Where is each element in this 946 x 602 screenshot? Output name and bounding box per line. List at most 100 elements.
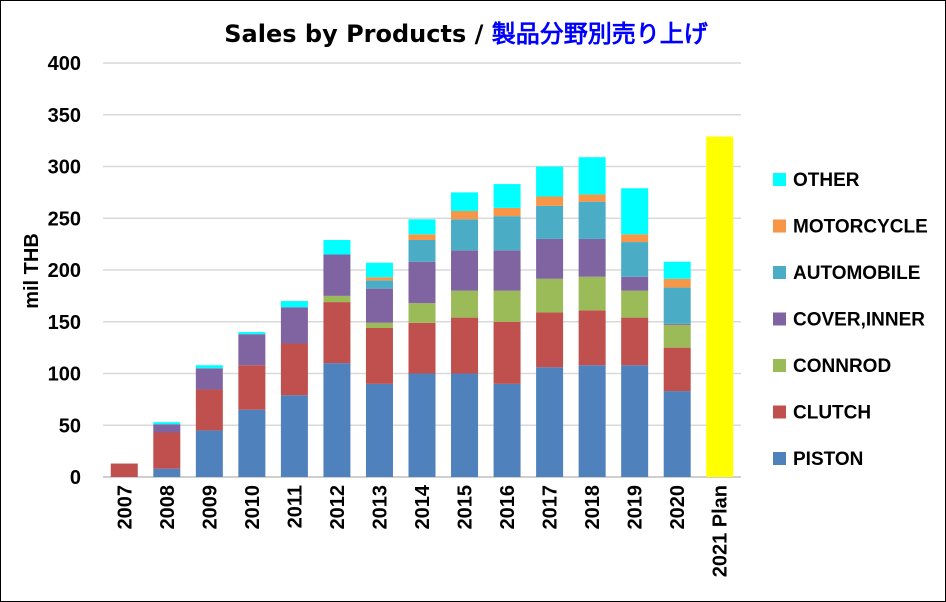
bar-segment-piston (238, 409, 266, 477)
bar-segment-automobile (578, 201, 606, 239)
y-tick-label: 150 (48, 312, 81, 334)
legend-label: OTHER (793, 170, 860, 191)
bar-segment-automobile (621, 242, 649, 277)
legend-label: MOTORCYCLE (793, 217, 928, 238)
bar-segment-automobile (493, 216, 521, 251)
bar-segment-2021-plan (706, 136, 734, 478)
y-tick-label: 400 (48, 53, 81, 75)
bar-segment-automobile (451, 219, 479, 251)
bar-segment-cover-inner (578, 238, 606, 277)
bar-segment-piston (663, 391, 691, 477)
bar-segment-motorcycle (536, 196, 564, 206)
bar-segment-piston (621, 365, 649, 477)
x-tick-label: 2008 (157, 485, 179, 530)
bar-segment-clutch (451, 317, 479, 374)
bar-segment-piston (323, 363, 351, 477)
bar-segment-piston (578, 365, 606, 477)
bar-segment-cover-inner (451, 250, 479, 291)
x-tick-label: 2013 (369, 485, 391, 530)
bar-segment-cover-inner (536, 238, 564, 279)
bar-segment-other (536, 166, 564, 197)
bar-segment-clutch (536, 312, 564, 368)
bar-segment-motorcycle (493, 207, 521, 217)
x-tick-label: 2017 (540, 485, 562, 530)
chart-title: Sales by Products / 製品分野別売り上げ (224, 20, 708, 48)
bar-segment-clutch (153, 432, 181, 469)
bar-segment-other (408, 219, 436, 235)
legend-label: PISTON (793, 449, 863, 470)
bar-segment-clutch (110, 463, 138, 477)
bar-segment-cover-inner (280, 307, 308, 344)
bar-segment-cover-inner (323, 254, 351, 296)
x-tick-label: 2012 (327, 485, 349, 530)
bar-segment-automobile (408, 239, 436, 262)
bar-segment-motorcycle (408, 234, 436, 240)
x-tick-label: 2010 (242, 485, 264, 530)
y-tick-label: 250 (48, 208, 81, 230)
bar-segment-other (153, 422, 181, 425)
bar-segment-piston (153, 468, 181, 477)
y-tick-label: 50 (59, 415, 81, 437)
bar-segment-other (365, 262, 393, 278)
legend-swatch (773, 173, 786, 186)
legend-swatch (773, 219, 786, 233)
x-tick-label: 2020 (667, 485, 689, 530)
bar-segment-connrod (493, 290, 521, 322)
bar-segment-clutch (578, 310, 606, 366)
bar-segment-motorcycle (663, 278, 691, 288)
bar-segment-connrod (578, 276, 606, 311)
x-tick-label: 2009 (199, 485, 221, 530)
bar-segment-piston (536, 367, 564, 477)
chart-title-jp: 製品分野別売り上げ (492, 20, 709, 48)
bar-segment-other (663, 261, 691, 279)
legend-swatch (773, 266, 786, 279)
bar-segment-connrod (323, 295, 351, 303)
legend-swatch (773, 359, 786, 372)
bar-segment-motorcycle (365, 277, 393, 281)
x-tick-label: 2015 (455, 485, 477, 530)
legend-label: COVER,INNER (793, 310, 925, 331)
bar-segment-connrod (663, 324, 691, 348)
bar-segment-automobile (365, 280, 393, 289)
legend-label: AUTOMOBILE (793, 263, 920, 284)
bar-segment-connrod (451, 290, 479, 318)
x-tick-label: 2011 (284, 485, 306, 528)
bar-segment-automobile (663, 287, 691, 324)
bar-segment-piston (451, 373, 479, 477)
bar-segment-motorcycle (621, 234, 649, 243)
bar-segment-cover-inner (238, 334, 266, 366)
bar-segment-cover-inner (195, 368, 223, 390)
bar-segment-cover-inner (153, 424, 181, 433)
bar-segment-clutch (238, 365, 266, 410)
bar-segment-cover-inner (493, 250, 521, 291)
legend-label: CLUTCH (793, 403, 871, 424)
x-tick-label: 2018 (582, 485, 604, 530)
bar-segment-clutch (493, 321, 521, 384)
bar-segment-motorcycle (451, 211, 479, 220)
bar-segment-piston (493, 383, 521, 477)
bar-segment-piston (365, 383, 393, 477)
bar-segment-clutch (621, 317, 649, 366)
bar-segment-other (238, 332, 266, 335)
x-tick-label: 2014 (412, 484, 434, 529)
y-axis-label: mil THB (21, 233, 43, 309)
x-tick-label: 2019 (625, 485, 647, 530)
bar-segment-clutch (663, 347, 691, 392)
bar-segment-other (578, 157, 606, 195)
x-tick-label: 2016 (497, 485, 519, 530)
bar-segment-connrod (621, 290, 649, 318)
y-tick-label: 200 (48, 260, 81, 282)
bar-segment-piston (195, 430, 223, 477)
bar-segment-clutch (323, 302, 351, 364)
y-tick-label: 100 (48, 364, 81, 386)
y-tick-label: 350 (48, 105, 81, 127)
bar-segment-clutch (195, 389, 223, 431)
bar-segment-connrod (408, 303, 436, 323)
legend-label: CONNROD (793, 356, 891, 377)
bar-segment-automobile (536, 205, 564, 239)
bar-segment-clutch (280, 343, 308, 396)
bar-segment-other (451, 192, 479, 212)
bar-segment-piston (408, 373, 436, 477)
